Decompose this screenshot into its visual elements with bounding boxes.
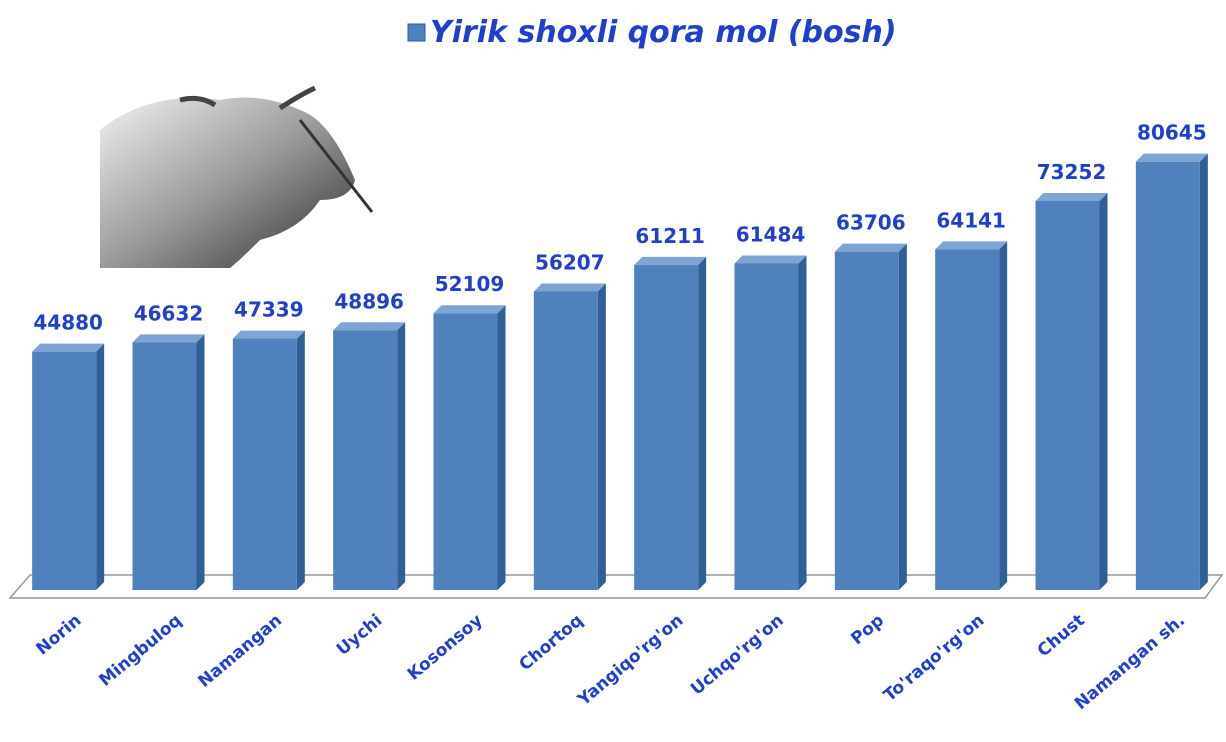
value-label: 56207: [535, 250, 605, 274]
value-label: 48896: [334, 289, 404, 313]
bar: [32, 352, 96, 590]
bar-top: [333, 322, 405, 330]
bar-side: [899, 244, 907, 590]
bar: [735, 263, 799, 590]
value-label: 61211: [635, 224, 705, 248]
legend-label: Yirik shoxli qora mol (bosh): [430, 15, 897, 50]
bar-side: [498, 305, 506, 590]
bar: [1136, 162, 1200, 590]
bar-top: [634, 257, 706, 265]
legend-swatch: [408, 24, 425, 41]
value-label: 73252: [1037, 160, 1107, 184]
x-tick-label: Chust: [1034, 611, 1089, 662]
legend: Yirik shoxli qora mol (bosh): [408, 15, 897, 50]
bar-side: [999, 241, 1007, 590]
bar-side: [197, 334, 205, 590]
bar-top: [133, 334, 205, 342]
bar-side: [1100, 193, 1108, 590]
x-tick-label: Uychi: [333, 611, 386, 660]
bar-top: [434, 305, 506, 313]
bar-top: [935, 241, 1007, 249]
bar: [835, 252, 899, 590]
bar-side: [397, 322, 405, 590]
value-label: 61484: [736, 222, 806, 246]
value-label: 52109: [435, 272, 505, 296]
bar: [333, 330, 397, 590]
x-tick-label: Mingbuloq: [96, 611, 186, 691]
bar: [935, 249, 999, 590]
value-label: 63706: [836, 211, 906, 235]
x-tick-label: Namangan: [194, 611, 286, 692]
bar-side: [1200, 154, 1208, 590]
bar-side: [698, 257, 706, 590]
value-label: 47339: [234, 298, 304, 322]
bar: [233, 339, 297, 590]
bar: [133, 342, 197, 590]
bar-top: [1136, 154, 1208, 162]
bar-side: [96, 344, 104, 590]
bar: [634, 265, 698, 590]
value-label: 80645: [1137, 121, 1207, 145]
value-label: 46632: [134, 301, 204, 325]
x-tick-label: Pop: [847, 611, 888, 650]
x-tick-label: Norin: [33, 611, 86, 660]
bar-top: [233, 331, 305, 339]
bar-side: [598, 283, 606, 590]
value-label: 64141: [936, 208, 1006, 232]
bar-side: [799, 255, 807, 590]
bar-side: [297, 331, 305, 590]
x-tick-label: Chortoq: [515, 611, 587, 676]
bar-top: [735, 255, 807, 263]
chart: Yirik shoxli qora mol (bosh) 44880 46632 4…: [0, 0, 1226, 742]
bar: [1036, 201, 1100, 590]
x-tick-label: Namangan sh.: [1071, 611, 1189, 715]
x-tick-label: Yangiqo'rg'on: [573, 611, 687, 711]
bar-top: [835, 244, 907, 252]
bull-image: [100, 78, 372, 268]
value-label: 44880: [33, 311, 103, 335]
bar-top: [32, 344, 104, 352]
bar-top: [534, 283, 606, 291]
bar: [534, 291, 598, 590]
x-tick-label: Kosonsoy: [404, 611, 487, 685]
bar: [434, 313, 498, 590]
bar-top: [1036, 193, 1108, 201]
x-tick-label: Uchqo'rg'on: [687, 611, 788, 700]
x-tick-label: To'raqo'rg'on: [880, 611, 988, 706]
